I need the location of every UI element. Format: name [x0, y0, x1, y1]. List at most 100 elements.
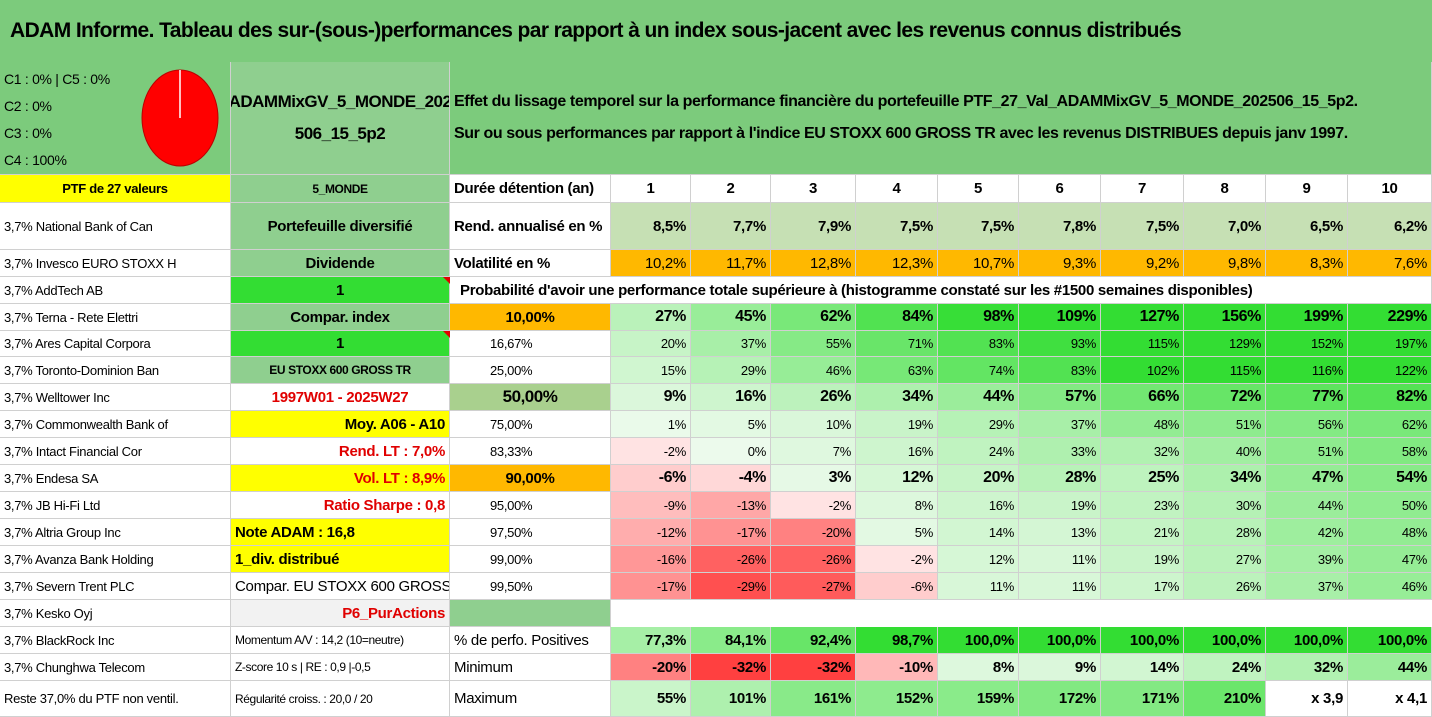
- max-value: x 3,9: [1266, 681, 1348, 717]
- year-header: 10: [1348, 175, 1432, 203]
- probability-value: 15%: [611, 357, 691, 384]
- probability-value: -9%: [611, 492, 691, 519]
- probability-level: 50,00%: [450, 384, 611, 411]
- probability-value: 57%: [1019, 384, 1101, 411]
- holding-row: 3,7% Invesco EURO STOXX H: [0, 250, 231, 277]
- max-value: 152%: [856, 681, 938, 717]
- probability-value: 51%: [1266, 438, 1348, 465]
- probability-value: 37%: [1266, 573, 1348, 600]
- probability-value: 83%: [1019, 357, 1101, 384]
- probability-value: 37%: [1019, 411, 1101, 438]
- probability-value: 1%: [611, 411, 691, 438]
- probability-value: 3%: [771, 465, 856, 492]
- holding-row: 3,7% Ares Capital Corpora: [0, 331, 231, 357]
- header-label: Durée détention (an): [450, 175, 611, 203]
- vol-value: 9,2%: [1101, 250, 1184, 277]
- probability-value: 156%: [1184, 304, 1266, 331]
- info-cell: EU STOXX 600 GROSS TR: [231, 357, 450, 384]
- blank-cell: [450, 600, 611, 627]
- info-cell: 1_div. distribué: [231, 546, 450, 573]
- info-cell: Régularité croiss. : 20,0 / 20: [231, 681, 450, 717]
- probability-level: 99,00%: [450, 546, 611, 573]
- vol-label: Volatilité en %: [450, 250, 611, 277]
- rend-value: 7,5%: [1101, 203, 1184, 250]
- comment-marker: [443, 277, 450, 284]
- holding-row: 3,7% JB Hi-Fi Ltd: [0, 492, 231, 519]
- probability-value: 5%: [856, 519, 938, 546]
- rend-value: 7,9%: [771, 203, 856, 250]
- probability-value: 19%: [856, 411, 938, 438]
- probability-value: 27%: [611, 304, 691, 331]
- max-value: 172%: [1019, 681, 1101, 717]
- comment-marker: [443, 331, 450, 338]
- probability-value: 102%: [1101, 357, 1184, 384]
- probability-value: 115%: [1184, 357, 1266, 384]
- year-header: 1: [611, 175, 691, 203]
- probability-value: 16%: [856, 438, 938, 465]
- probability-value: 8%: [856, 492, 938, 519]
- probability-value: 26%: [1184, 573, 1266, 600]
- max-value: 55%: [611, 681, 691, 717]
- probability-value: 11%: [1019, 546, 1101, 573]
- allocation-pie-chart: [141, 69, 219, 167]
- rend-value: 7,0%: [1184, 203, 1266, 250]
- probability-level: 10,00%: [450, 304, 611, 331]
- vol-value: 11,7%: [691, 250, 771, 277]
- max-value: 210%: [1184, 681, 1266, 717]
- holding-row: 3,7% Intact Financial Cor: [0, 438, 231, 465]
- probability-value: 28%: [1019, 465, 1101, 492]
- pos-value: 100,0%: [1266, 627, 1348, 654]
- probability-value: 229%: [1348, 304, 1432, 331]
- probability-level: 95,00%: [450, 492, 611, 519]
- pos-value: 84,1%: [691, 627, 771, 654]
- probability-value: -2%: [611, 438, 691, 465]
- probability-value: 21%: [1101, 519, 1184, 546]
- probability-value: 62%: [1348, 411, 1432, 438]
- portfolio-code: ADAMMixGV_5_MONDE_202 506_15_5p2: [231, 62, 450, 175]
- probability-value: 74%: [938, 357, 1019, 384]
- min-value: 9%: [1019, 654, 1101, 681]
- probability-value: 34%: [856, 384, 938, 411]
- class-line: C3 : 0%: [4, 125, 52, 141]
- probability-level: 75,00%: [450, 411, 611, 438]
- probability-value: 71%: [856, 331, 938, 357]
- probability-value: 63%: [856, 357, 938, 384]
- min-label: Minimum: [450, 654, 611, 681]
- probability-value: 28%: [1184, 519, 1266, 546]
- probability-value: 46%: [1348, 573, 1432, 600]
- probability-value: 82%: [1348, 384, 1432, 411]
- year-header: 9: [1266, 175, 1348, 203]
- probability-value: 12%: [856, 465, 938, 492]
- probability-level: 83,33%: [450, 438, 611, 465]
- probability-value: 16%: [691, 384, 771, 411]
- max-value: 101%: [691, 681, 771, 717]
- pos-value: 100,0%: [1101, 627, 1184, 654]
- vol-value: 9,8%: [1184, 250, 1266, 277]
- probability-value: 93%: [1019, 331, 1101, 357]
- probability-value: 11%: [938, 573, 1019, 600]
- probability-level: 99,50%: [450, 573, 611, 600]
- probability-value: 11%: [1019, 573, 1101, 600]
- pos-value: 100,0%: [938, 627, 1019, 654]
- portfolio-code-line: ADAMMixGV_5_MONDE_202: [231, 92, 450, 111]
- probability-value: 66%: [1101, 384, 1184, 411]
- probability-value: 24%: [938, 438, 1019, 465]
- vol-value: 10,7%: [938, 250, 1019, 277]
- probability-value: 98%: [938, 304, 1019, 331]
- probability-value: 32%: [1101, 438, 1184, 465]
- vol-value: 9,3%: [1019, 250, 1101, 277]
- probability-value: 37%: [691, 331, 771, 357]
- description-line: Effet du lissage temporel sur la perform…: [454, 93, 1358, 110]
- rend-value: 7,5%: [856, 203, 938, 250]
- probability-value: 45%: [691, 304, 771, 331]
- rend-value: 6,5%: [1266, 203, 1348, 250]
- vol-value: 12,8%: [771, 250, 856, 277]
- pos-value: 100,0%: [1019, 627, 1101, 654]
- rend-value: 7,5%: [938, 203, 1019, 250]
- probability-value: 9%: [611, 384, 691, 411]
- probability-value: 129%: [1184, 331, 1266, 357]
- probability-value: 72%: [1184, 384, 1266, 411]
- max-value: 159%: [938, 681, 1019, 717]
- probability-value: 33%: [1019, 438, 1101, 465]
